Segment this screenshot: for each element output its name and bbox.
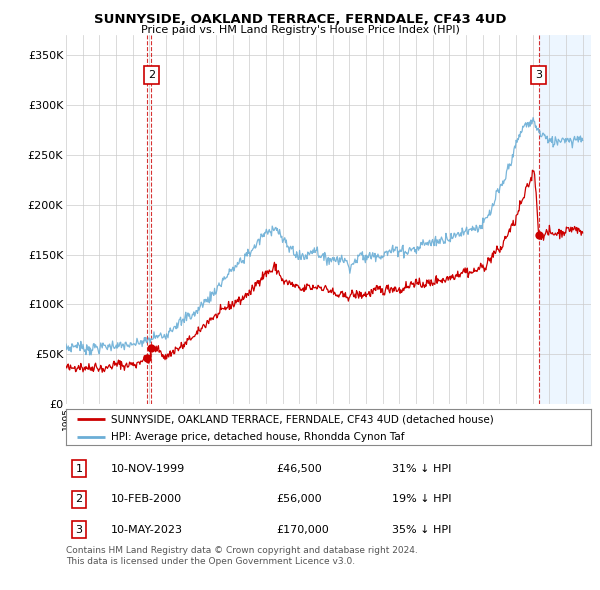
Text: 10-NOV-1999: 10-NOV-1999 [110, 464, 185, 474]
Text: £56,000: £56,000 [276, 494, 322, 504]
Text: 19% ↓ HPI: 19% ↓ HPI [392, 494, 451, 504]
Text: 31% ↓ HPI: 31% ↓ HPI [392, 464, 451, 474]
Text: Price paid vs. HM Land Registry's House Price Index (HPI): Price paid vs. HM Land Registry's House … [140, 25, 460, 35]
Text: 1: 1 [76, 464, 83, 474]
Text: 10-MAY-2023: 10-MAY-2023 [110, 525, 182, 535]
Text: £46,500: £46,500 [276, 464, 322, 474]
Text: 2: 2 [148, 70, 155, 80]
Bar [539, 35, 591, 404]
Text: 3: 3 [76, 525, 83, 535]
Text: 35% ↓ HPI: 35% ↓ HPI [392, 525, 451, 535]
Text: SUNNYSIDE, OAKLAND TERRACE, FERNDALE, CF43 4UD: SUNNYSIDE, OAKLAND TERRACE, FERNDALE, CF… [94, 13, 506, 26]
Text: £170,000: £170,000 [276, 525, 329, 535]
Text: HPI: Average price, detached house, Rhondda Cynon Taf: HPI: Average price, detached house, Rhon… [110, 432, 404, 442]
Text: 10-FEB-2000: 10-FEB-2000 [110, 494, 182, 504]
Text: 3: 3 [535, 70, 542, 80]
Text: SUNNYSIDE, OAKLAND TERRACE, FERNDALE, CF43 4UD (detached house): SUNNYSIDE, OAKLAND TERRACE, FERNDALE, CF… [110, 414, 493, 424]
Text: 2: 2 [76, 494, 83, 504]
Text: Contains HM Land Registry data © Crown copyright and database right 2024.
This d: Contains HM Land Registry data © Crown c… [66, 546, 418, 566]
